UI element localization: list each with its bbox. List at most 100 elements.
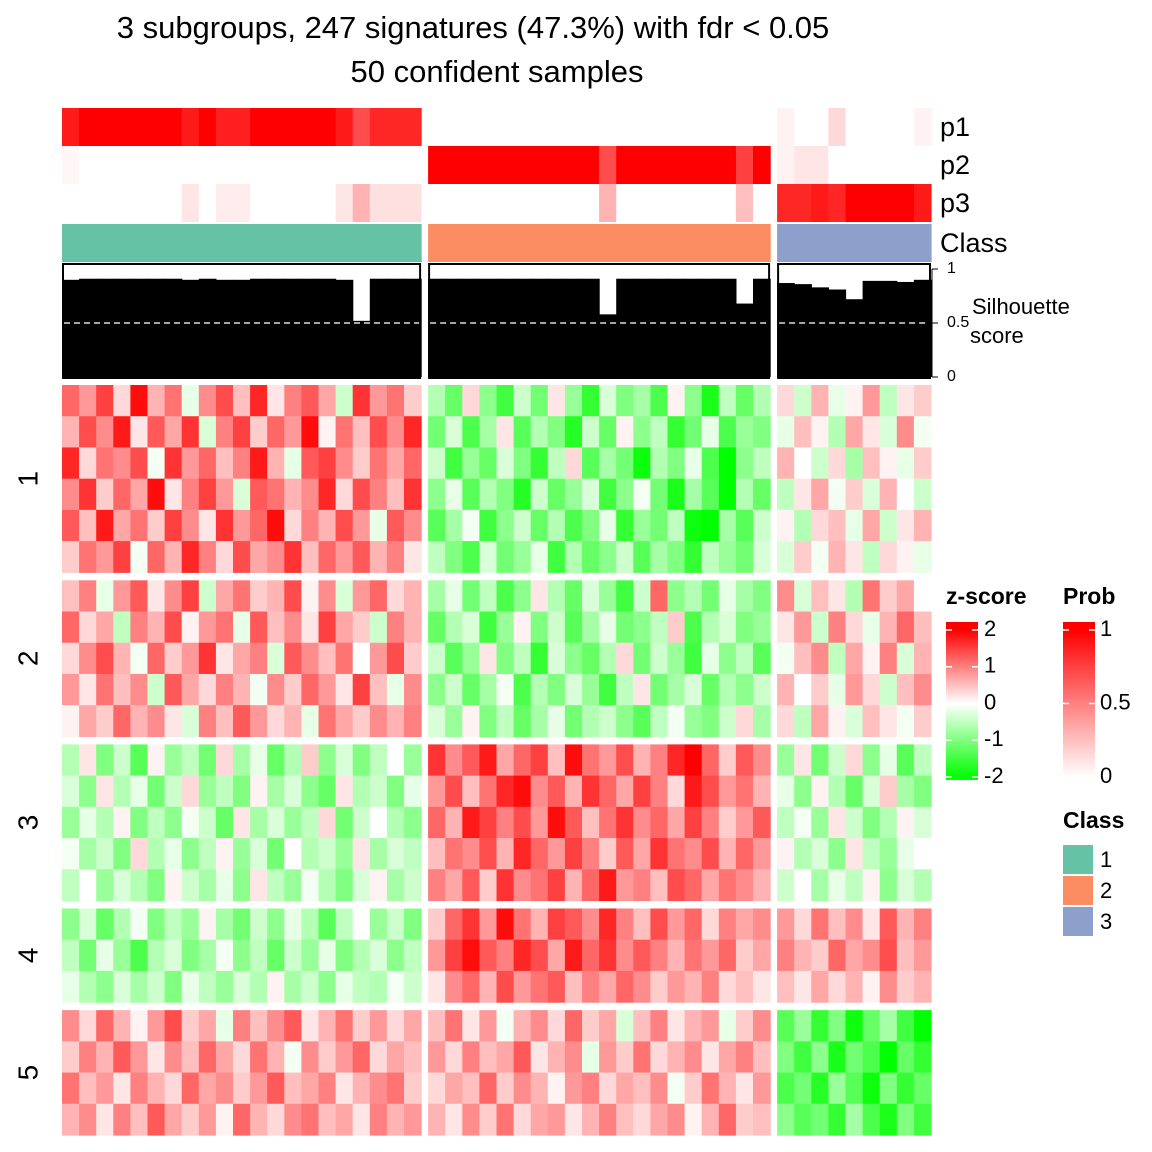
heatmap-cell — [445, 642, 463, 675]
silhouette-bar — [845, 299, 864, 377]
heatmap-cell — [718, 673, 737, 706]
heatmap-cell — [913, 509, 932, 542]
heatmap-cell — [735, 509, 754, 542]
silhouette-bar — [513, 278, 532, 377]
class-cell — [215, 224, 234, 262]
heatmap-cell — [79, 744, 97, 777]
heatmap-cell — [267, 416, 285, 449]
heatmap-cell — [862, 908, 881, 941]
prob-cell — [267, 146, 285, 184]
heatmap-cell — [777, 478, 795, 511]
prob-cell — [794, 184, 812, 222]
heatmap-cell — [164, 939, 183, 972]
heatmap-cell — [198, 642, 217, 675]
heatmap-cell — [735, 970, 754, 1003]
heatmap-cell — [369, 1072, 388, 1105]
heatmap-cell — [428, 385, 446, 417]
heatmap-cell — [862, 838, 881, 870]
heatmap-cell — [181, 478, 200, 511]
heatmap-cell — [862, 806, 881, 839]
heatmap-cell — [845, 775, 864, 808]
heatmap-cell — [147, 673, 166, 706]
heatmap-cell — [650, 939, 669, 972]
heatmap-cell — [301, 509, 320, 542]
heatmap-cell — [667, 580, 686, 613]
heatmap-cell — [404, 806, 422, 839]
heatmap-cell — [896, 1072, 915, 1105]
heatmap-cell — [684, 775, 703, 808]
prob-cell — [633, 184, 651, 222]
heatmap-cell — [777, 1010, 795, 1042]
heatmap-cell — [369, 705, 388, 737]
heatmap-cell — [181, 509, 200, 542]
heatmap-cell — [718, 1103, 737, 1136]
heatmap-cell — [547, 478, 566, 511]
heatmap-cell — [462, 744, 480, 777]
heatmap-cell — [386, 642, 405, 675]
heatmap-cell — [181, 447, 200, 480]
heatmap-cell — [284, 1103, 302, 1136]
legend-tick-label: -2 — [984, 763, 1004, 788]
heatmap-cell — [284, 1010, 302, 1042]
heatmap-cell — [862, 869, 881, 902]
prob-cell — [753, 108, 771, 146]
heatmap-cell — [198, 806, 217, 839]
heatmap-cell — [811, 385, 829, 417]
heatmap-cell — [496, 580, 515, 613]
heatmap-cell — [445, 970, 463, 1003]
heatmap-cell — [599, 1072, 617, 1105]
heatmap-cell — [513, 744, 532, 777]
heatmap-cell — [599, 416, 617, 449]
heatmap-cell — [352, 478, 371, 511]
heatmap-cell — [301, 642, 320, 675]
heatmap-cell — [811, 1072, 829, 1105]
heatmap-cell — [198, 939, 217, 972]
heatmap-cell — [96, 673, 114, 706]
heatmap-cell — [667, 838, 686, 870]
heatmap-cell — [479, 478, 498, 511]
heatmap-cell — [701, 541, 720, 573]
class-cell — [547, 224, 566, 262]
heatmap-cell — [181, 416, 200, 449]
heatmap-cell — [828, 541, 847, 573]
prob-cell — [130, 146, 149, 184]
heatmap-cell — [879, 385, 898, 417]
heatmap-cell — [496, 478, 515, 511]
legend-tick-label: 1 — [1100, 616, 1112, 641]
heatmap-cell — [564, 806, 583, 839]
heatmap-cell — [369, 541, 388, 573]
heatmap-cell — [462, 580, 480, 613]
heatmap-cell — [896, 541, 915, 573]
heatmap-cell — [96, 611, 114, 644]
prob-cell — [369, 108, 388, 146]
heatmap-cell — [828, 1103, 847, 1136]
prob-cell — [284, 184, 302, 222]
heatmap-cell — [845, 447, 864, 480]
heatmap-cell — [650, 838, 669, 870]
heatmap-cell — [718, 447, 737, 480]
heatmap-cell — [267, 744, 285, 777]
heatmap-cell — [386, 1103, 405, 1136]
prob-cell — [547, 108, 566, 146]
heatmap-cell — [667, 908, 686, 941]
heatmap-cell — [862, 642, 881, 675]
heatmap-cell — [828, 838, 847, 870]
heatmap-cell — [862, 673, 881, 706]
heatmap-cell — [896, 908, 915, 941]
heatmap-cell — [753, 806, 771, 839]
heatmap-cell — [147, 416, 166, 449]
heatmap-cell — [301, 1072, 320, 1105]
heatmap-cell — [896, 806, 915, 839]
heatmap-cell — [564, 1041, 583, 1074]
prob-cell — [794, 108, 812, 146]
heatmap-cell — [386, 580, 405, 613]
heatmap-cell — [701, 775, 720, 808]
heatmap-cell — [428, 775, 446, 808]
class-cell — [479, 224, 498, 262]
prob-cell — [352, 108, 371, 146]
heatmap-cell — [462, 908, 480, 941]
heatmap-cell — [582, 1103, 600, 1136]
heatmap-cell — [564, 939, 583, 972]
heatmap-cell — [79, 541, 97, 573]
heatmap-cell — [79, 775, 97, 808]
